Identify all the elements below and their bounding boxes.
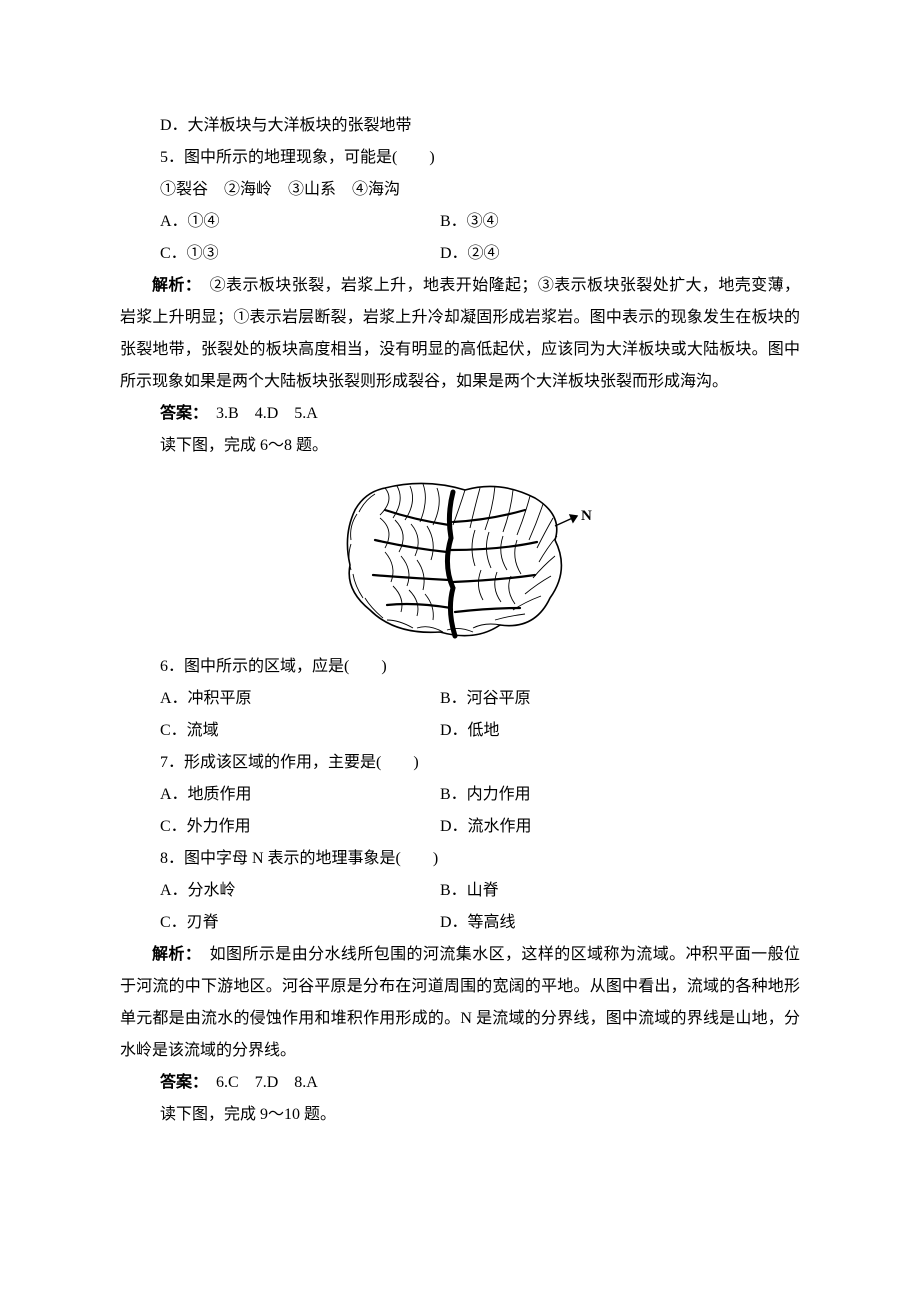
q6-stem: 6．图中所示的区域，应是( ) — [120, 651, 800, 683]
q8-stem: 8．图中字母 N 表示的地理事象是( ) — [120, 843, 800, 875]
q7-opt-d: D．流水作用 — [440, 811, 532, 843]
q6-opt-a: A．冲积平原 — [160, 683, 440, 715]
q6-options-row2: C．流域 D．低地 — [120, 715, 800, 747]
analysis-label: 解析： — [152, 277, 193, 294]
q7-opt-b: B．内力作用 — [440, 779, 531, 811]
answer-label-678: 答案： — [160, 1074, 200, 1091]
q5-items: ①裂谷 ②海岭 ③山系 ④海沟 — [120, 174, 800, 206]
q7-options-row2: C．外力作用 D．流水作用 — [120, 811, 800, 843]
q8-opt-d: D．等高线 — [440, 907, 516, 939]
watershed-svg: N — [325, 470, 595, 645]
q8-opt-c: C．刃脊 — [160, 907, 440, 939]
q7-opt-a: A．地质作用 — [160, 779, 440, 811]
q7-stem: 7．形成该区域的作用，主要是( ) — [120, 747, 800, 779]
q8-opt-a: A．分水岭 — [160, 875, 440, 907]
lead-6-8: 读下图，完成 6～8 题。 — [120, 430, 800, 462]
q5-opt-b: B．③④ — [440, 206, 499, 238]
q6-opt-c: C．流域 — [160, 715, 440, 747]
q5-opt-a: A．①④ — [160, 206, 440, 238]
q5-options-row1: A．①④ B．③④ — [120, 206, 800, 238]
analysis-text-678: 如图所示是由分水线所包围的河流集水区，这样的区域称为流域。冲积平面一般位于河流的… — [120, 946, 800, 1059]
q5-opt-c: C．①③ — [160, 238, 440, 270]
analysis-345: 解析： ②表示板块张裂，岩浆上升，地表开始隆起；③表示板块张裂处扩大，地壳变薄，… — [120, 270, 800, 398]
q8-opt-b: B．山脊 — [440, 875, 499, 907]
answer-text: 3.B 4.D 5.A — [200, 405, 318, 422]
figure-label-n: N — [581, 508, 592, 524]
q7-opt-c: C．外力作用 — [160, 811, 440, 843]
analysis-text: ②表示板块张裂，岩浆上升，地表开始隆起；③表示板块张裂处扩大，地壳变薄，岩浆上升… — [120, 277, 800, 390]
option-d-prev: D．大洋板块与大洋板块的张裂地带 — [120, 110, 800, 142]
q8-options-row1: A．分水岭 B．山脊 — [120, 875, 800, 907]
q5-options-row2: C．①③ D．②④ — [120, 238, 800, 270]
answer-678: 答案： 6.C 7.D 8.A — [120, 1067, 800, 1099]
answer-text-678: 6.C 7.D 8.A — [200, 1074, 318, 1091]
analysis-678: 解析： 如图所示是由分水线所包围的河流集水区，这样的区域称为流域。冲积平面一般位… — [120, 939, 800, 1067]
analysis-label-678: 解析： — [152, 946, 193, 963]
answer-345: 答案： 3.B 4.D 5.A — [120, 398, 800, 430]
q6-opt-b: B．河谷平原 — [440, 683, 531, 715]
q7-options-row1: A．地质作用 B．内力作用 — [120, 779, 800, 811]
watershed-figure: N — [120, 470, 800, 645]
answer-label: 答案： — [160, 405, 200, 422]
q6-options-row1: A．冲积平原 B．河谷平原 — [120, 683, 800, 715]
lead-9-10: 读下图，完成 9～10 题。 — [120, 1099, 800, 1131]
q6-opt-d: D．低地 — [440, 715, 500, 747]
q5-stem: 5．图中所示的地理现象，可能是( ) — [120, 142, 800, 174]
q5-opt-d: D．②④ — [440, 238, 500, 270]
q8-options-row2: C．刃脊 D．等高线 — [120, 907, 800, 939]
